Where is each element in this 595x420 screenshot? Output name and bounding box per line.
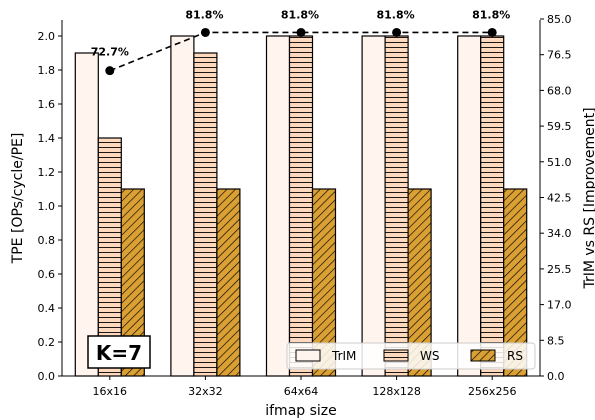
- k-annotation-box: K=7: [87, 335, 151, 369]
- improvement-label: 81.8%: [377, 8, 415, 21]
- improvement-label: 81.8%: [472, 8, 510, 21]
- y2-tick-label: 85.0: [547, 13, 572, 26]
- bar-trim-128x128: [361, 35, 386, 377]
- y2-tick-label: 25.5: [547, 263, 572, 276]
- y-tick-label: 1.2: [38, 166, 56, 179]
- x-axis-label: ifmap size: [265, 403, 337, 419]
- legend-label-rs: RS: [507, 349, 523, 363]
- y2-tick-label: 34.0: [547, 227, 572, 240]
- y2-tick-label: 17.0: [547, 299, 572, 312]
- y-axis-ticks: 0.0 0.2 0.4 0.6 0.8 1.0 1.2 1.4 1.6 1.8 2.0: [38, 30, 62, 383]
- y2-tick-label: 59.5: [547, 120, 572, 133]
- y-axis-label: TPE [OPs/cycle/PE]: [10, 133, 26, 265]
- x-tick-label: 128x128: [372, 385, 421, 398]
- improvement-point: [200, 27, 210, 37]
- y2-axis-ticks: 0.0 8.5 17.0 25.5 34.0 42.5 51.0 59.5 68.0 76.5 85…: [540, 13, 572, 383]
- improvement-point: [105, 66, 115, 76]
- legend-swatch-trim: [295, 349, 321, 362]
- legend: TrIM WS RS: [286, 342, 536, 370]
- bar-trim-16x16: [74, 52, 99, 377]
- bar-ws-64x64: [288, 35, 314, 377]
- y-tick-label: 1.4: [38, 132, 56, 145]
- bar-trim-64x64: [265, 35, 291, 377]
- y-tick-label: 2.0: [38, 30, 56, 43]
- bar-rs-32x32: [216, 188, 241, 377]
- x-tick-label: 64x64: [284, 385, 319, 398]
- y-tick-label: 1.0: [38, 200, 56, 213]
- bars: [74, 35, 528, 377]
- bar-ws-32x32: [193, 52, 218, 377]
- improvement-point: [296, 27, 306, 37]
- y2-tick-label: 42.5: [547, 192, 572, 205]
- y2-tick-label: 76.5: [547, 49, 572, 62]
- y2-tick-label: 8.5: [547, 334, 565, 347]
- bar-trim-32x32: [170, 35, 195, 377]
- x-tick-label: 256x256: [468, 385, 517, 398]
- y-tick-label: 1.6: [38, 98, 56, 111]
- k-annotation-text: K=7: [96, 341, 142, 365]
- improvement-point: [487, 27, 497, 37]
- bar-trim-256x256: [457, 35, 482, 377]
- y2-tick-label: 0.0: [547, 370, 565, 383]
- x-tick-label: 16x16: [93, 385, 128, 398]
- y-tick-label: 0.4: [38, 302, 56, 315]
- y-tick-label: 1.8: [38, 64, 56, 77]
- y2-tick-label: 68.0: [547, 84, 572, 97]
- improvement-label: 81.8%: [185, 8, 223, 21]
- x-axis-ticks: 16x16 32x32 64x64 128x128 256x256: [93, 376, 517, 398]
- improvement-point: [392, 27, 402, 37]
- improvement-line: 72.7% 81.8% 81.8% 81.8% 81.8%: [91, 8, 510, 76]
- y2-tick-label: 51.0: [547, 156, 572, 169]
- y2-axis-label: TrIM vs RS [Improvement]: [582, 107, 595, 289]
- improvement-label: 81.8%: [281, 8, 319, 21]
- y-tick-label: 0.0: [38, 370, 56, 383]
- legend-swatch-ws: [383, 349, 409, 362]
- legend-swatch-rs: [470, 349, 496, 362]
- legend-label-ws: WS: [420, 349, 439, 363]
- legend-label-trim: TrIM: [331, 349, 356, 363]
- legend-frame: [286, 342, 536, 370]
- x-tick-label: 32x32: [188, 385, 223, 398]
- y-tick-label: 0.6: [38, 268, 56, 281]
- y-tick-label: 0.2: [38, 336, 56, 349]
- improvement-label: 72.7%: [91, 46, 129, 59]
- bar-ws-256x256: [480, 35, 505, 377]
- bar-ws-128x128: [384, 35, 409, 377]
- y-tick-label: 0.8: [38, 234, 56, 247]
